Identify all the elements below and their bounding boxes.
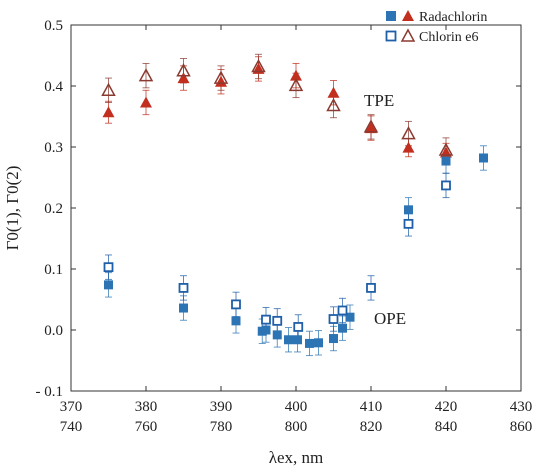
data-point-ope-radachlorin: [345, 312, 355, 322]
data-point-tpe-chlorin-e6: [213, 70, 229, 84]
data-point-ope-radachlorin: [261, 325, 271, 335]
legend-marker-radachlorin-triangle: [402, 10, 414, 21]
data-point-ope-radachlorin: [231, 316, 241, 326]
legend-marker-radachlorin-square: [386, 11, 396, 21]
legend-label-chlorin-e6: Chlorin e6: [419, 30, 479, 45]
legend-marker-chlorin-triangle: [400, 28, 416, 42]
data-point-ope-radachlorin: [314, 338, 323, 348]
data-point-tpe-radachlorin: [140, 96, 152, 108]
data-point-tpe-chlorin-e6: [138, 68, 154, 82]
data-point-ope-radachlorin: [293, 335, 302, 345]
data-point-ope-radachlorin: [441, 156, 451, 166]
data-point-tpe-chlorin-e6: [438, 142, 454, 156]
data-point-ope-chlorin-e6: [441, 180, 451, 191]
x-tick-label-bottom-row: 780: [210, 419, 233, 435]
data-point-tpe-radachlorin: [215, 75, 227, 87]
y-tick-label: 0.3: [44, 140, 63, 156]
y-tick-label: 0.0: [44, 323, 63, 339]
y-tick-label: 0.4: [44, 79, 63, 95]
data-point-ope-radachlorin: [272, 330, 282, 340]
data-point-ope-radachlorin: [404, 205, 413, 215]
data-point-ope-chlorin-e6: [293, 322, 304, 332]
data-point-tpe-chlorin-e6: [101, 82, 116, 97]
y-tick-label: 0.1: [44, 262, 63, 278]
data-point-ope-radachlorin: [329, 334, 338, 344]
data-points: [101, 58, 488, 348]
y-tick-label: 0.2: [44, 201, 63, 217]
data-point-tpe-chlorin-e6: [363, 119, 379, 133]
data-point-tpe-radachlorin: [327, 86, 340, 98]
legend: Radachlorin Chlorin e6: [385, 10, 487, 45]
data-point-tpe-radachlorin: [177, 72, 190, 84]
data-point-ope-chlorin-e6: [231, 299, 241, 310]
y-tick-label: - 0.1: [36, 384, 64, 400]
data-point-ope-radachlorin: [305, 338, 314, 348]
data-point-ope-radachlorin: [179, 303, 188, 313]
x-tick-label-bottom-row: 740: [60, 419, 83, 435]
data-point-tpe-radachlorin: [365, 122, 377, 134]
annotation-tpe: TPE: [364, 91, 394, 110]
data-point-tpe-chlorin-e6: [326, 97, 341, 112]
x-tick-label-top-row: 370: [60, 399, 83, 415]
x-tick-label-bottom-row: 760: [135, 419, 158, 435]
axes-group: 370 740 380 760 390 780 400 800 410 820 420 840 430 8…: [36, 18, 533, 435]
x-tick-label-top-row: 430: [510, 399, 533, 415]
data-point-ope-chlorin-e6: [337, 305, 348, 316]
data-point-ope-radachlorin: [338, 323, 347, 333]
data-point-ope-chlorin-e6: [261, 314, 271, 325]
data-point-tpe-chlorin-e6: [288, 77, 304, 92]
data-point-ope-chlorin-e6: [366, 283, 376, 293]
data-point-tpe-radachlorin: [102, 106, 115, 118]
data-point-ope-chlorin-e6: [403, 218, 414, 229]
x-tick-label-top-row: 380: [135, 399, 158, 415]
data-point-tpe-chlorin-e6: [401, 126, 416, 140]
data-point-ope-chlorin-e6: [103, 262, 114, 273]
y-tick-label: 0.5: [44, 18, 63, 34]
data-point-tpe-chlorin-e6: [251, 58, 266, 73]
x-tick-label-bottom-row: 860: [510, 419, 533, 435]
data-point-ope-radachlorin: [284, 335, 293, 345]
data-point-ope-chlorin-e6: [178, 283, 189, 293]
data-point-tpe-chlorin-e6: [176, 63, 191, 77]
x-tick-label-top-row: 400: [285, 399, 308, 415]
legend-label-radachlorin: Radachlorin: [419, 10, 487, 25]
data-point-tpe-radachlorin: [290, 69, 302, 81]
x-tick-label-top-row: 420: [435, 399, 458, 415]
data-point-ope-radachlorin: [479, 153, 488, 163]
y-axis-label: Γ0(1), Γ0(2): [3, 166, 22, 251]
data-point-ope-chlorin-e6: [328, 314, 339, 324]
x-tick-label-bottom-row: 800: [285, 419, 308, 435]
x-tick-label-top-row: 390: [210, 399, 233, 415]
x-tick-label-bottom-row: 840: [435, 419, 458, 435]
data-point-ope-chlorin-e6: [272, 315, 283, 326]
annotation-ope: OPE: [374, 309, 406, 328]
data-point-ope-radachlorin: [104, 280, 113, 290]
data-point-tpe-radachlorin: [402, 141, 415, 153]
x-tick-label-bottom-row: 820: [360, 419, 383, 435]
x-axis-label: λex, nm: [269, 448, 324, 467]
error-bars: [105, 53, 487, 357]
legend-marker-chlorin-square: [385, 30, 397, 42]
x-tick-label-top-row: 410: [360, 399, 383, 415]
